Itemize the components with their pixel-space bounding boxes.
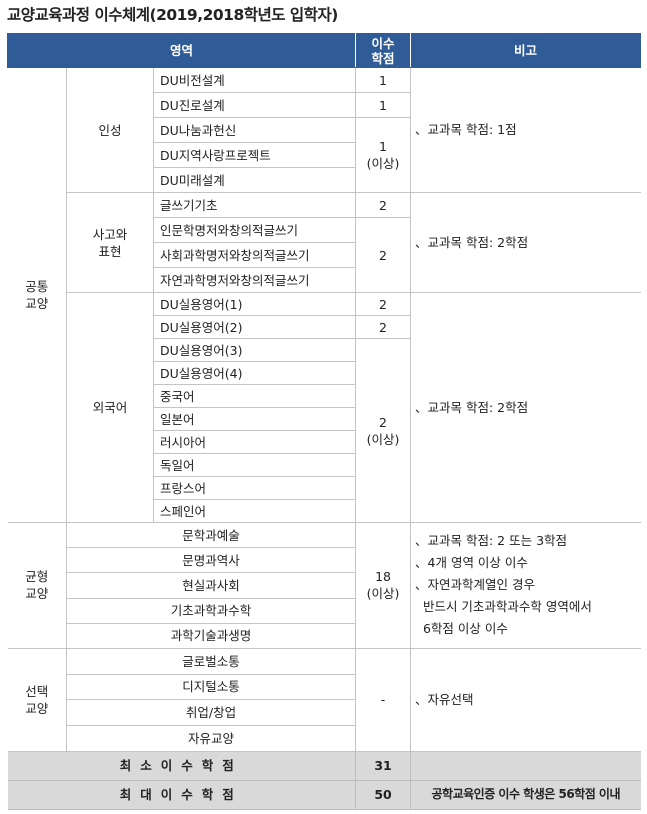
table-row: 사고와 표현 글쓰기기초 2 、교과목 학점: 2학점 bbox=[8, 192, 641, 293]
course-name: DU비전설계 bbox=[152, 67, 357, 93]
summary-label: 최대이수학점 bbox=[7, 779, 357, 810]
subgroup-label: 사고와 표현 bbox=[66, 192, 154, 293]
table-row: 문명과역사 bbox=[8, 547, 641, 574]
header-credits: 이수 학점 bbox=[355, 33, 412, 68]
course-name: 과학기술과생명 bbox=[65, 622, 357, 649]
summary-row: 최대이수학점 50 공학교육인증 이수 학생은 56학점 이내 bbox=[7, 779, 641, 810]
table-row: 프랑스어 bbox=[8, 476, 641, 500]
table-row: 현실과사회 bbox=[8, 572, 641, 599]
table-row: 외국어 DU실용영어(1) 2 、교과목 학점: 2학점 bbox=[8, 292, 641, 523]
summary-value: 31 bbox=[355, 750, 412, 781]
note: 、교과목 학점: 2학점 bbox=[410, 292, 641, 523]
curriculum-table: 영역 이수 학점 비고 공통 교양 인성 DU비전설계 1 、교과목 학점: 1점 DU진… bbox=[6, 33, 642, 810]
credits-value: 1 bbox=[355, 92, 412, 118]
course-name: 중국어 bbox=[152, 384, 357, 408]
credits-value: 2 (이상) bbox=[355, 338, 412, 523]
table-row: 선택 교양 글로벌소통 - 、자유선택 bbox=[7, 647, 641, 752]
group-label: 선택 교양 bbox=[7, 647, 67, 752]
course-name: 현실과사회 bbox=[65, 572, 357, 599]
summary-value: 50 bbox=[355, 779, 412, 810]
note: 、자유선택 bbox=[410, 647, 641, 752]
course-name: 기초과학과수학 bbox=[65, 597, 357, 624]
course-name: DU실용영어(2) bbox=[152, 315, 357, 339]
course-name: 디지털소통 bbox=[65, 673, 357, 701]
table-row: 자연과학명저와창의적글쓰기 bbox=[8, 267, 641, 293]
course-name: 스페인어 bbox=[152, 499, 357, 523]
table-row: 취업/창업 bbox=[8, 699, 641, 726]
credits-value: - bbox=[355, 647, 412, 752]
group-label: 공통 교양 bbox=[7, 67, 67, 523]
table-header-row: 영역 이수 학점 비고 bbox=[6, 33, 642, 68]
table-row: 기초과학과수학 bbox=[8, 597, 641, 624]
credits-value: 1 (이상) bbox=[355, 117, 412, 193]
note: 、교과목 학점: 2학점 bbox=[410, 192, 641, 293]
course-name: 글로벌소통 bbox=[65, 647, 357, 675]
table-row: DU실용영어(3) 2 (이상) bbox=[8, 338, 641, 523]
note: 、교과목 학점: 2 또는 3학점 、4개 영역 이상 이수 、자연과학계열인 … bbox=[410, 522, 641, 649]
course-name: 사회과학명저와창의적글쓰기 bbox=[152, 242, 357, 268]
course-name: DU진로설계 bbox=[152, 92, 357, 118]
table-row: DU실용영어(2) 2 bbox=[8, 315, 641, 339]
course-name: DU실용영어(4) bbox=[152, 361, 357, 385]
page-title: 교양교육과정 이수체계(2019,2018학년도 입학자) bbox=[7, 6, 338, 24]
course-name: 인문학명저와창의적글쓰기 bbox=[152, 217, 357, 243]
course-name: 일본어 bbox=[152, 407, 357, 431]
note: 、교과목 학점: 1점 bbox=[410, 67, 641, 193]
header-note: 비고 bbox=[410, 33, 642, 68]
table-row: 독일어 bbox=[8, 453, 641, 477]
subgroup-label: 외국어 bbox=[66, 292, 154, 523]
credits-value: 1 bbox=[355, 67, 412, 93]
credits-value: 2 bbox=[355, 292, 412, 316]
course-name: DU실용영어(3) bbox=[152, 338, 357, 362]
group-label: 균형 교양 bbox=[7, 522, 67, 649]
course-name: DU나눔과헌신 bbox=[152, 117, 357, 143]
table-row: DU미래설계 bbox=[8, 167, 641, 193]
credits-value: 2 bbox=[355, 315, 412, 339]
course-name: DU미래설계 bbox=[152, 167, 357, 193]
course-name: 문학과예술 bbox=[65, 521, 357, 549]
course-name: 프랑스어 bbox=[152, 476, 357, 500]
table-row: DU실용영어(4) bbox=[8, 361, 641, 385]
table-row: 사회과학명저와창의적글쓰기 bbox=[8, 242, 641, 268]
table-row: 디지털소통 bbox=[8, 673, 641, 701]
summary-note: 공학교육인증 이수 학생은 56학점 이내 bbox=[410, 779, 641, 810]
course-name: DU지역사랑프로젝트 bbox=[152, 142, 357, 168]
table-row: 과학기술과생명 bbox=[8, 622, 641, 649]
table-row: 러시아어 bbox=[8, 430, 641, 454]
course-name: 자연과학명저와창의적글쓰기 bbox=[152, 267, 357, 293]
credits-value: 2 bbox=[355, 192, 412, 218]
table-row: DU진로설계 1 bbox=[8, 92, 641, 118]
course-name: 독일어 bbox=[152, 453, 357, 477]
table-row: 균형 교양 문학과예술 18 (이상) 、교과목 학점: 2 또는 3학점 、4개 영… bbox=[7, 521, 641, 649]
course-name: 문명과역사 bbox=[65, 547, 357, 574]
course-name: DU실용영어(1) bbox=[152, 292, 357, 316]
summary-note bbox=[410, 750, 641, 781]
header-area: 영역 bbox=[6, 33, 357, 68]
table-row: DU나눔과헌신 1 (이상) bbox=[8, 117, 641, 193]
table-row: DU지역사랑프로젝트 bbox=[8, 142, 641, 168]
table-row: 공통 교양 인성 DU비전설계 1 、교과목 학점: 1점 bbox=[7, 67, 641, 523]
credits-value: 18 (이상) bbox=[355, 522, 412, 649]
summary-label: 최소이수학점 bbox=[7, 750, 357, 781]
table-row: 인문학명저와창의적글쓰기 2 bbox=[8, 217, 641, 293]
course-name: 자유교양 bbox=[65, 725, 357, 752]
table-row: 스페인어 bbox=[8, 499, 641, 523]
subgroup-label: 인성 bbox=[66, 67, 154, 193]
table-row: 자유교양 bbox=[8, 725, 641, 752]
course-name: 취업/창업 bbox=[65, 699, 357, 726]
summary-row: 최소이수학점 31 bbox=[7, 750, 641, 781]
credits-value: 2 bbox=[355, 217, 412, 293]
course-name: 러시아어 bbox=[152, 430, 357, 454]
course-name: 글쓰기기초 bbox=[152, 192, 357, 218]
